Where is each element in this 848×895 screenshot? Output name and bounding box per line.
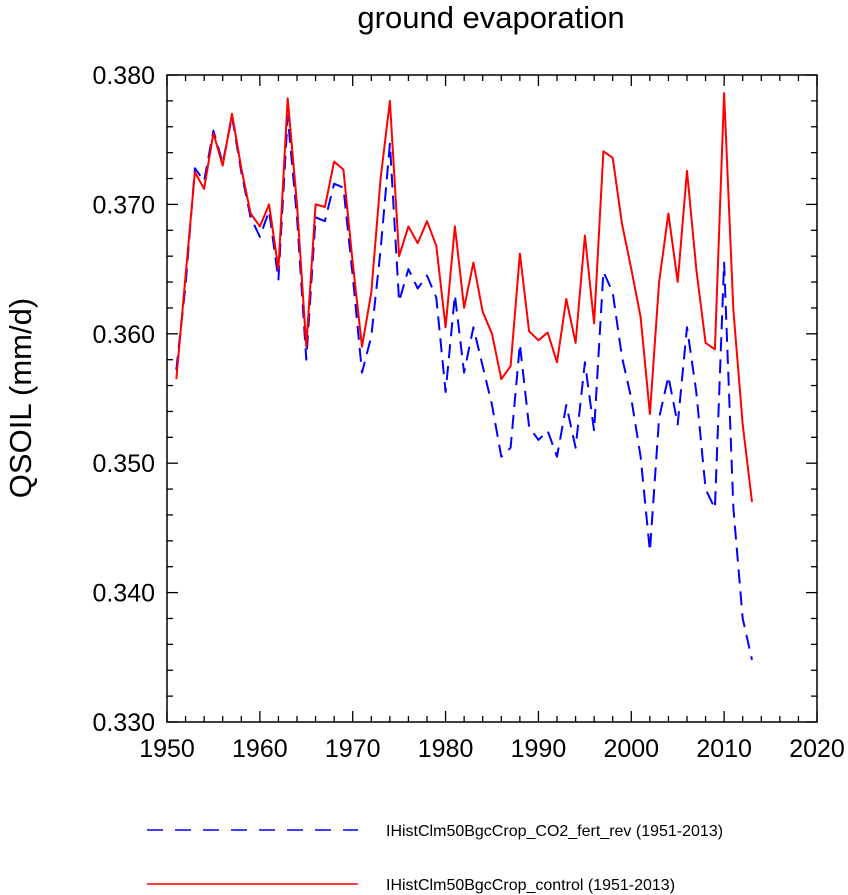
y-tick-label: 0.360	[92, 321, 155, 349]
y-tick-label: 0.350	[92, 450, 155, 478]
x-tick-label: 2010	[696, 735, 752, 763]
y-tick-label: 0.330	[92, 709, 155, 737]
series-lines	[175, 92, 753, 661]
y-tick-label: 0.370	[92, 191, 155, 219]
axis-tick-labels: 1950 1960 1970 1980 1990 2000 2010 2020 0.330 0.3…	[92, 62, 844, 763]
x-tick-label: 1950	[139, 735, 195, 763]
x-tick-label: 1990	[511, 735, 567, 763]
legend: IHistClm50BgcCrop_CO2_fert_rev (1951-201…	[147, 823, 723, 894]
y-tick-label: 0.380	[92, 62, 155, 90]
x-tick-label: 2000	[603, 735, 659, 763]
x-tick-label: 1970	[325, 735, 381, 763]
y-axis-label: QSOIL (mm/d)	[3, 298, 38, 498]
axis-ticks	[166, 74, 818, 723]
y-tick-label: 0.340	[92, 580, 155, 608]
series-line-control	[175, 92, 753, 503]
x-tick-label: 2020	[789, 735, 845, 763]
x-tick-label: 1960	[232, 735, 288, 763]
legend-label: IHistClm50BgcCrop_CO2_fert_rev (1951-201…	[386, 823, 723, 840]
x-tick-label: 1980	[418, 735, 474, 763]
chart-title: ground evaporation	[357, 0, 624, 35]
series-line-co2-fert-rev	[175, 115, 753, 661]
legend-label: IHistClm50BgcCrop_control (1951-2013)	[386, 877, 675, 894]
plot-frame	[166, 74, 818, 723]
